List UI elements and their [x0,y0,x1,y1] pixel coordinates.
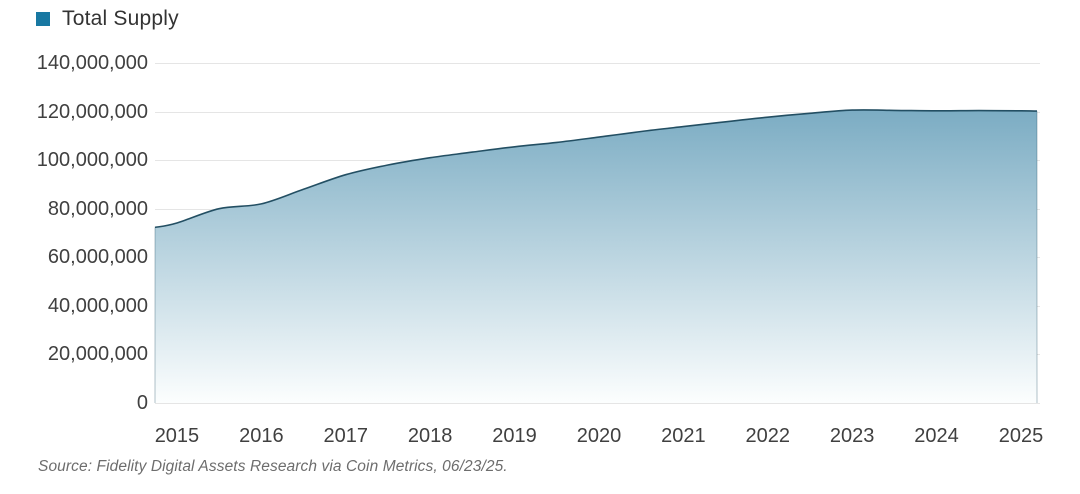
y-axis-label: 60,000,000 [47,246,148,269]
source-note: Source: Fidelity Digital Assets Research… [38,458,508,475]
area-fill [155,109,1037,403]
y-axis-label: 20,000,000 [47,343,148,366]
legend-label: Total Supply [62,7,179,30]
x-axis-label: 2021 [661,425,706,447]
x-axis-label: 2015 [154,425,200,447]
x-axis-label: 2024 [914,425,959,447]
y-axis-label: 100,000,000 [36,149,148,172]
series-line [154,109,1038,229]
x-axis-label: 2022 [745,425,791,447]
y-axis-label: 40,000,000 [47,294,148,317]
legend-swatch-icon [36,12,50,26]
y-axis-label: 120,000,000 [36,100,148,123]
x-axis-label: 2020 [576,425,622,447]
y-axis-label: 140,000,000 [36,52,148,74]
legend[interactable]: Total Supply [36,7,179,31]
y-axis-label: 0 [136,392,148,414]
y-axis-label: 80,000,000 [47,197,148,220]
x-axis-label: 2016 [239,425,284,447]
x-axis-label: 2019 [492,425,537,447]
x-axis-label: 2017 [323,425,368,447]
x-axis-label: 2025 [998,425,1044,447]
x-axis-label: 2018 [407,425,453,447]
x-axis-label: 2023 [829,425,875,447]
